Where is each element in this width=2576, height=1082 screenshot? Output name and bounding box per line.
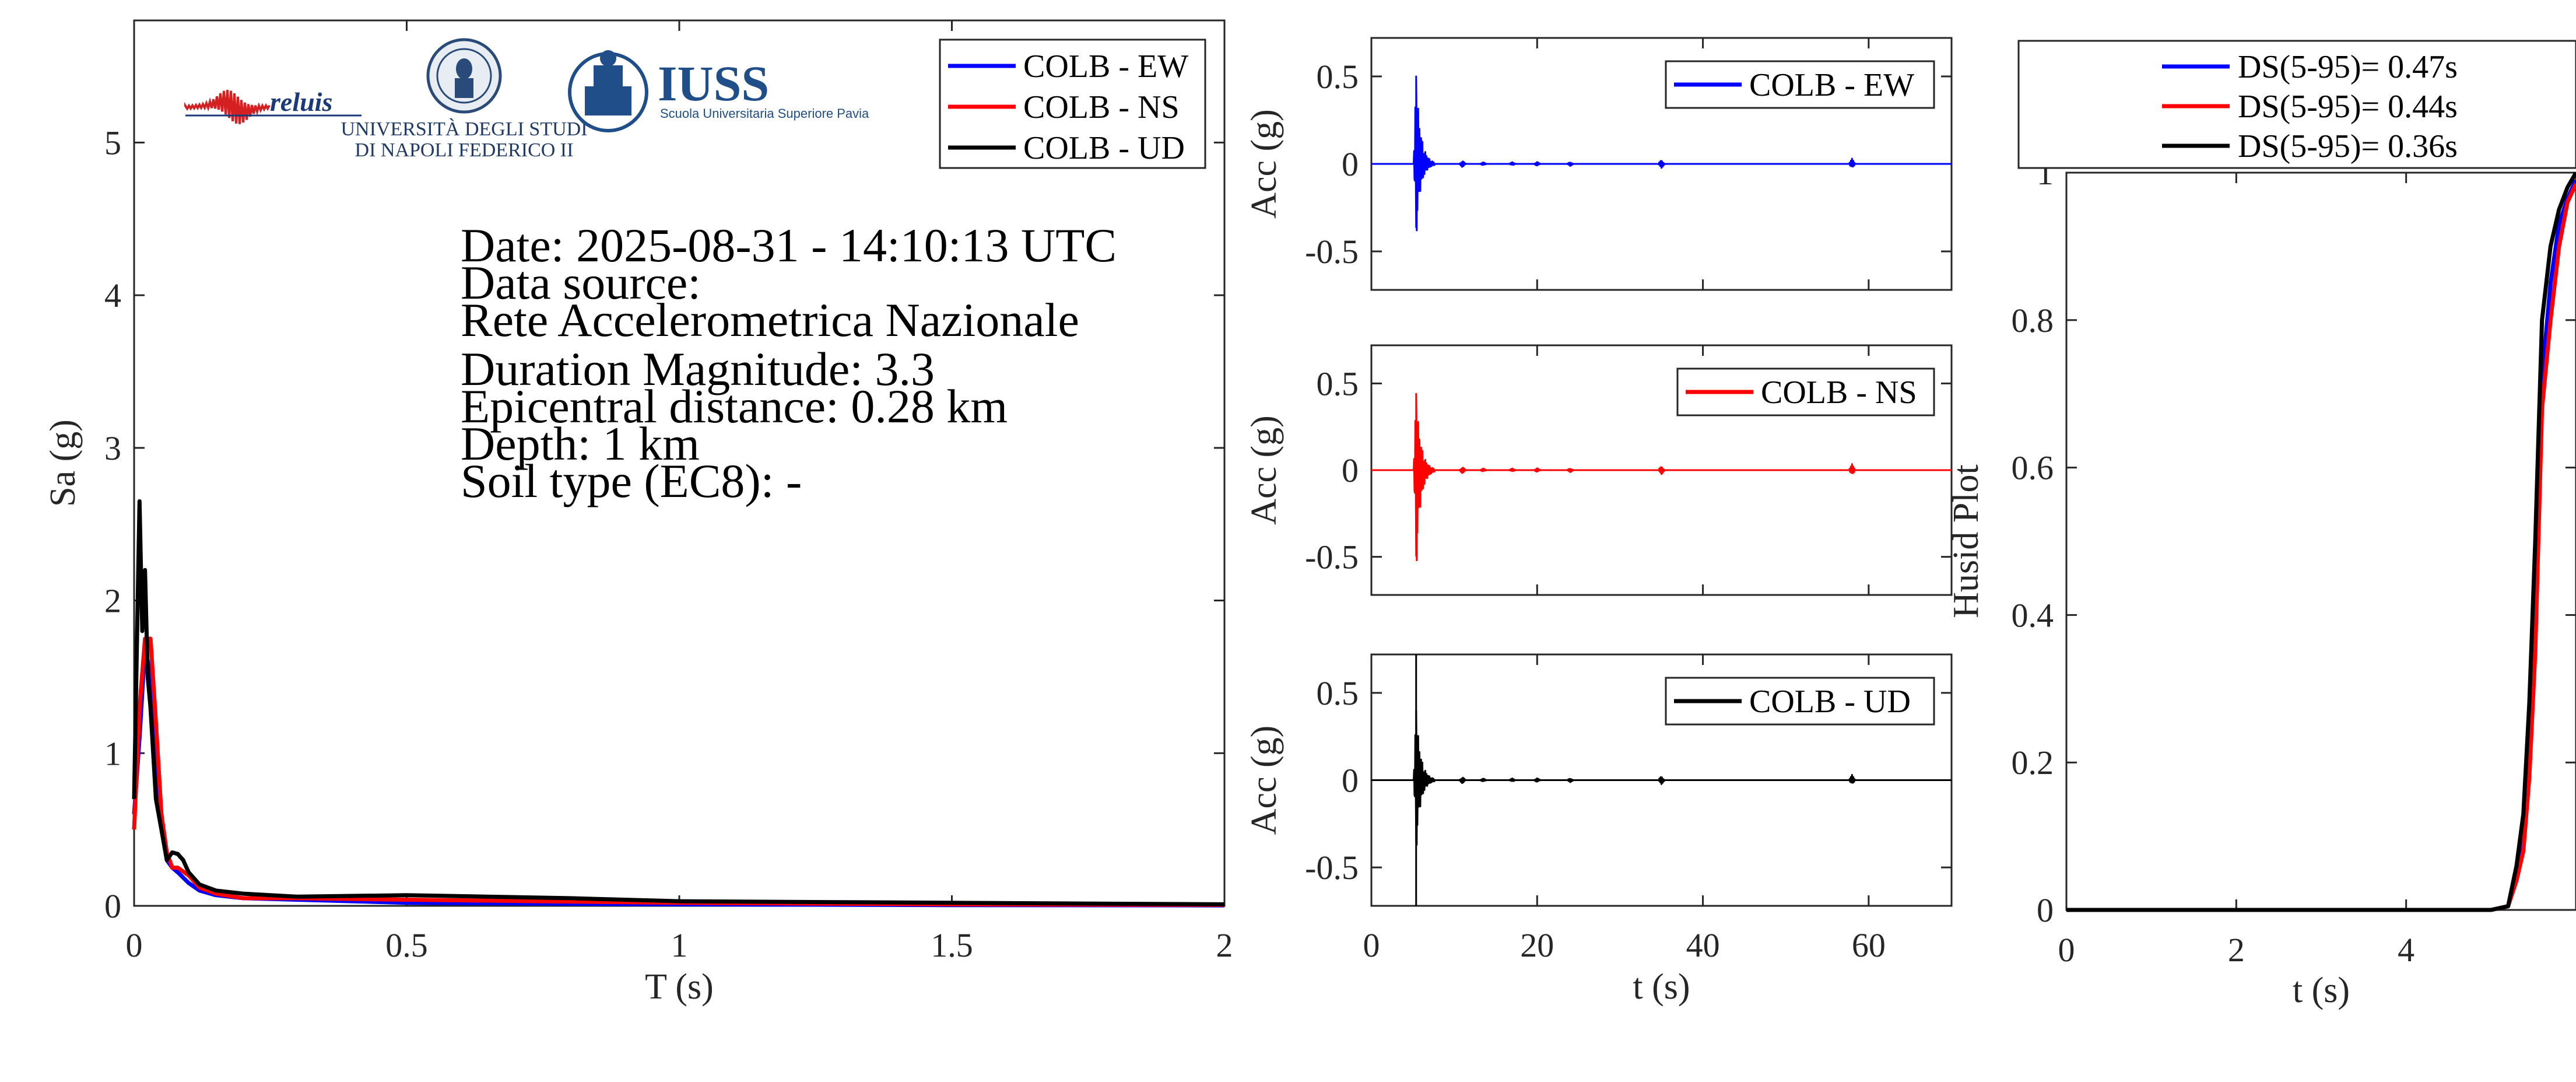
y-tick-label: 0.5 [1317,365,1359,402]
duration-magnitude: Duration Magnitude: 3.3 [461,342,935,395]
y-tick-label: 0 [1342,145,1359,183]
ns-time-history-panel: 0.5 0 -0.5 Acc (g) COLB - NS [1244,344,1953,596]
x-tick-label: 1.5 [931,926,973,964]
y-tick-label: 1 [104,734,121,772]
event-date: Date: 2025-08-31 - 14:10:13 UTC [461,219,1117,272]
series-line-colb-ew [1371,75,1952,232]
x-tick-label: 20 [1520,926,1554,964]
legend-entry: COLB - NS [1023,89,1180,125]
data-source-label: Data source: [461,256,701,309]
depth: Depth: 1 km [461,417,700,470]
y-tick-label: -0.5 [1305,849,1359,887]
y-axis-label: Acc (g) [1244,109,1284,219]
reluis-logo-text: reluis [270,87,332,117]
data-source: Rete Accelerometrica Nazionale [461,293,1079,346]
y-tick-label: 0 [1342,451,1359,489]
unina-logo-line1: UNIVERSITÀ DEGLI STUDI [341,118,587,140]
x-tick-label: 0 [1363,926,1380,964]
y-tick-label: 0.5 [1317,58,1359,96]
unina-logo: UNIVERSITÀ DEGLI STUDI DI NAPOLI FEDERIC… [341,38,588,161]
reluis-seismogram-mark [184,89,271,124]
y-tick-label: 0.5 [1317,674,1359,712]
legend-entry: DS(5-95)= 0.47s [2238,49,2458,85]
legend: COLB - EW COLB - NS COLB - UD [939,38,1206,169]
y-tick-label: 0 [104,887,121,925]
y-tick-label: 5 [104,124,121,162]
y-tick-label: 2 [104,582,121,620]
series-line-colb-ud [1371,709,1952,846]
legend-entry: COLB - UD [1749,684,1911,720]
y-axis-label: Acc (g) [1244,726,1284,835]
x-tick-label: 40 [1686,926,1720,964]
y-tick-label: 0.2 [2012,744,2054,782]
series-line-colb-ew [132,644,1225,908]
x-tick-label: 0.5 [385,926,428,964]
ew-time-history-panel: 0.5 0 -0.5 Acc (g) COLB - EW [1244,37,1953,291]
iuss-logo-text: IUSS [658,55,769,111]
y-tick-label: 0.4 [2012,596,2054,634]
x-tick-label: 0 [2058,931,2075,969]
legend-entry: COLB - EW [1749,67,1914,103]
y-tick-label: -0.5 [1305,538,1359,576]
y-tick-label: -0.5 [1305,233,1359,271]
series-line-ds-5-95-0-44s [2066,183,2576,912]
event-info: Date: 2025-08-31 - 14:10:13 UTC Data sou… [461,219,1117,507]
legend-box [2017,40,2576,169]
legend: COLB - NS [1676,367,1935,416]
unina-logo-line2: DI NAPOLI FEDERICO II [355,139,574,161]
legend-entry: DS(5-95)= 0.36s [2238,128,2458,164]
x-axis-label: t (s) [2293,971,2350,1010]
y-tick-label: 0.8 [2012,302,2054,339]
series-line-colb-ud [132,499,1225,906]
y-axis-label: Sa (g) [43,419,83,507]
x-axis-label: t (s) [1633,967,1690,1007]
soil-type: Soil type (EC8): - [461,454,802,507]
legend: COLB - EW [1665,60,1935,109]
series-line-colb-ns [132,636,1225,907]
x-axis-label: T (s) [645,967,714,1007]
legend-entry: COLB - EW [1023,48,1188,85]
x-tick-label: 1 [671,926,688,964]
iuss-logo: IUSS Scuola Universitaria Superiore Pavi… [568,50,869,132]
y-tick-label: 0 [2037,891,2054,929]
legend: DS(5-95)= 0.47s DS(5-95)= 0.44sDS(5-95)= … [2017,40,2576,169]
x-tick-label: 4 [2398,931,2414,969]
x-tick-label: 60 [1852,926,1886,964]
x-tick-label: 0 [126,926,143,964]
axes-frame [2065,171,2576,911]
y-tick-label: 0.6 [2012,449,2054,487]
ud-time-history-panel: 0.5 0 -0.5 0 20 40 60 t (s) Acc (g) COLB - UD [1244,653,1953,1007]
legend: COLB - UD [1665,677,1935,726]
series-line-ds-5-95-0-47s [2066,179,2576,912]
legend-entry: COLB - UD [1023,130,1185,166]
y-tick-label: 3 [104,429,121,467]
x-tick-label: 2 [2228,931,2245,969]
y-tick-label: 0 [1342,762,1359,800]
legend-entry: COLB - NS [1761,374,1917,411]
series-line-ds-5-95-0-36s [2066,171,2576,912]
epicentral-distance: Epicentral distance: 0.28 km [461,380,1008,433]
y-axis-label: Acc (g) [1244,415,1284,525]
reluis-logo: reluis [184,87,362,124]
husid-plot-panel: 00.20.40.60.810 2 4t (s)Husid PlotDS(5-95)… [1946,40,2576,1010]
y-tick-label: 4 [104,276,121,314]
y-axis-label: Husid Plot [1946,464,1986,618]
iuss-logo-subtitle: Scuola Universitaria Superiore Pavia [660,106,869,121]
x-tick-label: 2 [1216,926,1233,964]
legend-entry: DS(5-95)= 0.44s [2238,89,2458,125]
series-line-colb-ns [1371,393,1952,562]
